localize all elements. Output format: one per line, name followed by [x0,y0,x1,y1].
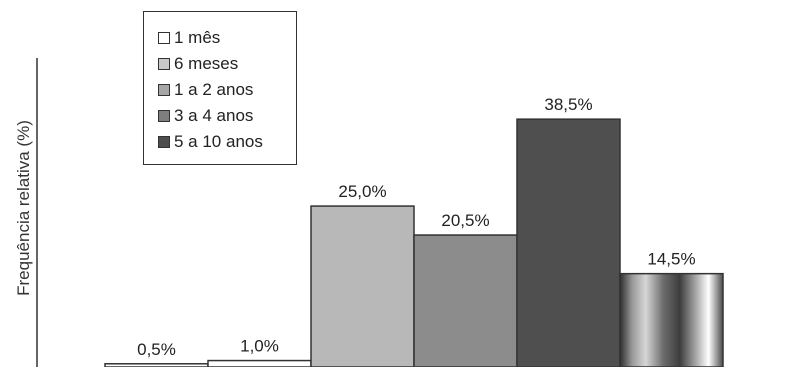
legend-item: 1 a 2 anos [158,80,253,100]
legend-item: 5 a 10 anos [158,132,263,152]
bar [413,234,518,367]
bar [310,205,415,367]
bar-value-label: 38,5% [544,95,592,114]
legend-item: 6 meses [158,54,238,74]
bar-labels-group: 0,5% 1,0% 25,0% 20,5% 38,5% 14,5% [137,95,695,359]
legend-swatch [158,32,170,44]
legend: 1 mês 6 meses 1 a 2 anos 3 a 4 anos 5 a … [143,11,297,165]
bars-group [104,118,724,367]
legend-swatch [158,58,170,70]
legend-item: 3 a 4 anos [158,106,253,126]
bar-value-label: 20,5% [441,211,489,230]
bar-value-label: 1,0% [240,337,279,356]
bar-value-label: 25,0% [338,182,386,201]
legend-item: 1 mês [158,28,220,48]
bar-value-label: 0,5% [137,340,176,359]
legend-label: 1 a 2 anos [174,80,254,99]
bar [207,359,312,367]
bar [619,272,724,367]
y-axis-label: Frequência relativa (%) [14,120,33,296]
legend-label: 3 a 4 anos [174,106,254,125]
legend-label: 5 a 10 anos [174,132,263,151]
legend-swatch [158,84,170,96]
legend-swatch [158,136,170,148]
bar [516,118,621,367]
legend-swatch [158,110,170,122]
legend-label: 6 meses [174,54,239,73]
legend-label: 1 mês [174,28,221,47]
bar-value-label: 14,5% [647,250,695,269]
